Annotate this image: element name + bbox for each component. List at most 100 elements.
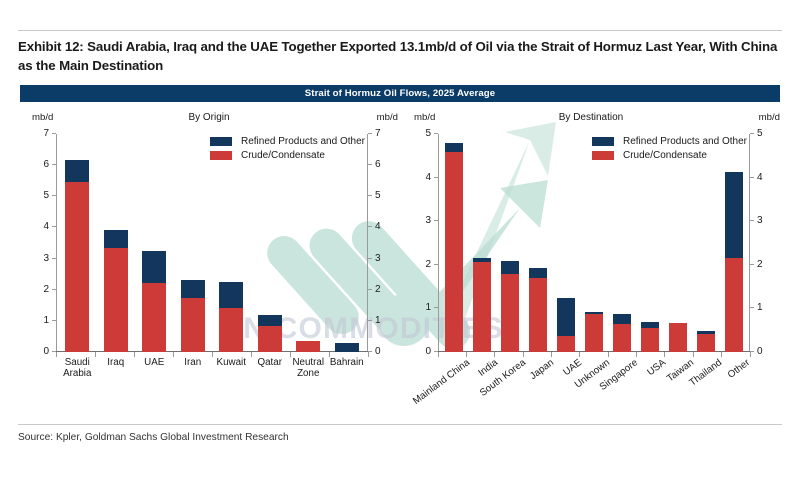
bar-kuwait[interactable] bbox=[219, 282, 243, 352]
chart-by-origin: mb/d mb/d By Origin Refined Products and… bbox=[18, 110, 400, 415]
x-tick-mark bbox=[466, 352, 467, 357]
x-axis-label: UAE bbox=[135, 358, 174, 369]
bar-segment-refined bbox=[613, 314, 630, 324]
bar-segment-crude bbox=[697, 334, 714, 352]
y-tick-label: 4 bbox=[43, 222, 49, 232]
bar-usa[interactable] bbox=[641, 321, 658, 352]
bar-singapore[interactable] bbox=[613, 314, 630, 352]
y-tick-label: 0 bbox=[43, 347, 49, 357]
x-tick-mark bbox=[664, 352, 665, 357]
bar-segment-crude bbox=[104, 248, 128, 352]
y-axis-left bbox=[438, 134, 439, 352]
x-tick-mark bbox=[494, 352, 495, 357]
y-tick-mark bbox=[368, 258, 372, 259]
bar-segment-crude bbox=[445, 152, 462, 352]
y-tick-mark bbox=[368, 195, 372, 196]
bar-thailand[interactable] bbox=[697, 331, 714, 352]
bar-uae[interactable] bbox=[142, 251, 166, 352]
y-tick-label: 0 bbox=[375, 347, 381, 357]
y-tick-mark bbox=[750, 351, 754, 352]
y-tick-label: 1 bbox=[375, 316, 381, 326]
bar-segment-crude bbox=[669, 323, 686, 352]
y-tick-label: 2 bbox=[43, 285, 49, 295]
y-tick-label: 2 bbox=[425, 260, 431, 270]
y-tick-label: 2 bbox=[757, 260, 763, 270]
charts-container: mb/d mb/d By Origin Refined Products and… bbox=[18, 110, 782, 415]
x-tick-mark bbox=[721, 352, 722, 357]
bar-unknown[interactable] bbox=[585, 312, 602, 352]
x-tick-mark bbox=[368, 352, 369, 357]
bar-segment-refined bbox=[181, 280, 205, 298]
bar-iraq[interactable] bbox=[104, 230, 128, 352]
bar-segment-crude bbox=[219, 308, 243, 352]
bar-taiwan[interactable] bbox=[669, 323, 686, 352]
y-tick-mark bbox=[52, 351, 56, 352]
x-tick-mark bbox=[750, 352, 751, 357]
y-tick-mark bbox=[52, 195, 56, 196]
y-tick-mark bbox=[52, 164, 56, 165]
y-tick-mark bbox=[434, 351, 438, 352]
x-tick-mark bbox=[95, 352, 96, 357]
y-tick-label: 1 bbox=[757, 303, 763, 313]
bar-japan[interactable] bbox=[529, 268, 546, 352]
x-axis-label: Iraq bbox=[97, 358, 136, 369]
bar-segment-refined bbox=[501, 261, 518, 274]
bar-saudi-arabia[interactable] bbox=[65, 160, 89, 352]
bar-qatar[interactable] bbox=[258, 315, 282, 352]
bar-other[interactable] bbox=[725, 172, 742, 352]
x-axis-label: Kuwait bbox=[212, 358, 251, 369]
bar-segment-refined bbox=[219, 282, 243, 308]
bar-uae[interactable] bbox=[557, 298, 574, 353]
y-tick-mark bbox=[52, 320, 56, 321]
bar-india[interactable] bbox=[473, 258, 490, 352]
y-tick-label: 2 bbox=[375, 285, 381, 295]
y-tick-mark bbox=[368, 320, 372, 321]
y-tick-mark bbox=[750, 133, 754, 134]
bar-segment-refined bbox=[725, 172, 742, 258]
y-tick-label: 7 bbox=[375, 129, 381, 139]
chart-by-destination: mb/d mb/d By Destination Refined Product… bbox=[400, 110, 782, 415]
y-tick-label: 4 bbox=[757, 173, 763, 183]
y-tick-label: 0 bbox=[425, 347, 431, 357]
y-tick-mark bbox=[368, 226, 372, 227]
y-tick-label: 5 bbox=[43, 191, 49, 201]
bar-segment-refined bbox=[258, 315, 282, 326]
x-axis-label: Qatar bbox=[251, 358, 290, 369]
bar-segment-crude bbox=[557, 336, 574, 352]
y-tick-mark bbox=[52, 133, 56, 134]
bar-bahrain[interactable] bbox=[335, 343, 359, 352]
bar-segment-refined bbox=[104, 230, 128, 248]
y-tick-mark bbox=[52, 226, 56, 227]
x-tick-mark bbox=[551, 352, 552, 357]
x-tick-marks bbox=[438, 352, 750, 357]
bar-mainland-china[interactable] bbox=[445, 143, 462, 352]
bar-segment-refined bbox=[445, 143, 462, 153]
y-tick-label: 3 bbox=[425, 216, 431, 226]
y-tick-mark bbox=[368, 351, 372, 352]
bar-neutral-zone[interactable] bbox=[296, 341, 320, 352]
bar-segment-crude bbox=[258, 326, 282, 352]
bar-segment-refined bbox=[335, 343, 359, 352]
y-tick-label: 1 bbox=[425, 303, 431, 313]
y-tick-label: 0 bbox=[757, 347, 763, 357]
x-tick-mark bbox=[212, 352, 213, 357]
y-tick-label: 5 bbox=[375, 191, 381, 201]
y-tick-label: 3 bbox=[375, 254, 381, 264]
y-axis-left bbox=[56, 134, 57, 352]
bar-group-origin bbox=[58, 134, 366, 352]
y-tick-label: 6 bbox=[375, 160, 381, 170]
bar-south-korea[interactable] bbox=[501, 261, 518, 352]
bar-segment-crude bbox=[529, 278, 546, 352]
bar-segment-crude bbox=[473, 262, 490, 352]
page-title: Exhibit 12: Saudi Arabia, Iraq and the U… bbox=[18, 38, 782, 76]
bar-segment-refined bbox=[529, 268, 546, 278]
y-tick-mark bbox=[368, 164, 372, 165]
bar-segment-crude bbox=[142, 283, 166, 352]
chart-subtitle-origin: By Origin bbox=[18, 112, 400, 123]
bar-iran[interactable] bbox=[181, 280, 205, 352]
y-tick-mark bbox=[368, 133, 372, 134]
x-tick-mark bbox=[693, 352, 694, 357]
